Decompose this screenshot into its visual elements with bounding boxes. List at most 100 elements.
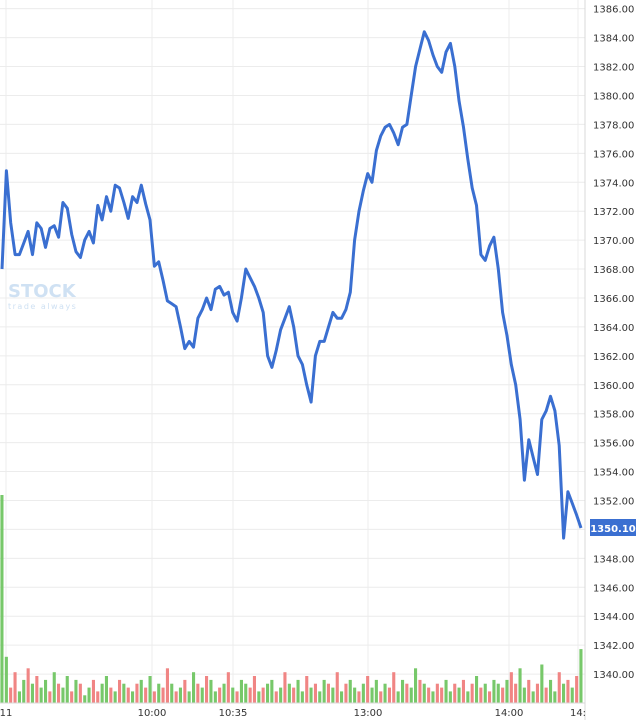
volume-bar [505, 679, 509, 703]
price-line [0, 30, 583, 540]
volume-bar [165, 668, 169, 703]
volume-bar [148, 676, 152, 703]
volume-bar [387, 687, 391, 703]
volume-bar [479, 687, 483, 703]
volume-bar [65, 676, 69, 703]
volume-bar [109, 687, 113, 703]
volume-bar [579, 649, 583, 703]
volume-bar [4, 656, 8, 703]
volume-bar [174, 691, 178, 703]
volume-bar [113, 691, 117, 703]
volume-bar [326, 683, 330, 703]
volume-bar [178, 687, 182, 703]
volume-bar [409, 687, 413, 703]
volume-bar [488, 691, 492, 703]
volume-bar [192, 672, 196, 703]
volume-bar [562, 683, 566, 703]
volume-bar [274, 691, 278, 703]
volume-bar [374, 679, 378, 703]
volume-bar [501, 687, 505, 703]
volume-bar [292, 687, 296, 703]
y-tick-label: 1346.00 [593, 583, 634, 594]
volume-bar [527, 679, 531, 703]
volume-bar [157, 683, 161, 703]
volume-bar [44, 679, 48, 703]
volume-bar [17, 691, 21, 703]
volume-bar [514, 683, 518, 703]
volume-bar [244, 683, 248, 703]
last-price-badge-bg [590, 519, 636, 536]
y-tick-label: 1372.00 [593, 207, 634, 218]
x-axis: 11 10:00 10:35 13:00 14:00 14: [0, 702, 586, 719]
y-tick-label: 1386.00 [593, 5, 634, 16]
x-tick-label: 14: [570, 708, 586, 719]
volume-bar [466, 691, 470, 703]
volume-bar [470, 683, 474, 703]
volume-bar [283, 672, 287, 703]
volume-bar [383, 683, 387, 703]
volume-bar [30, 683, 34, 703]
volume-bar [135, 683, 139, 703]
volume-bar [557, 672, 561, 703]
volume-bar [431, 691, 435, 703]
volume-bar [418, 679, 422, 703]
volume-bar [544, 687, 548, 703]
volume-bar [448, 691, 452, 703]
watermark-tagline: trade always [8, 302, 77, 311]
volume-bar [35, 676, 39, 703]
volume-bar [226, 672, 230, 703]
volume-bar [87, 687, 91, 703]
volume-bar [492, 679, 496, 703]
volume-bar [496, 683, 500, 703]
y-tick-label: 1380.00 [593, 91, 634, 102]
y-tick-label: 1352.00 [593, 496, 634, 507]
volume-bar [575, 676, 579, 703]
price-series [0, 30, 583, 540]
volume-bars [0, 495, 583, 703]
volume-bar [213, 691, 217, 703]
y-tick-label: 1340.00 [593, 670, 634, 681]
y-tick-label: 1348.00 [593, 554, 634, 565]
volume-bar [83, 695, 87, 703]
volume-bar [39, 687, 43, 703]
volume-bar [522, 687, 526, 703]
volume-bar [401, 679, 405, 703]
volume-bar [370, 687, 374, 703]
y-tick-label: 1374.00 [593, 178, 634, 189]
volume-bar [440, 687, 444, 703]
volume-bar [218, 687, 222, 703]
y-tick-label: 1356.00 [593, 439, 634, 450]
volume-bar [139, 679, 143, 703]
y-tick-label: 1382.00 [593, 63, 634, 74]
volume-bar [475, 676, 479, 703]
volume-bar [461, 679, 465, 703]
volume-bar [549, 679, 553, 703]
volume-bar [553, 691, 557, 703]
volume-bar [427, 687, 431, 703]
volume-bar [348, 679, 352, 703]
x-tick-label: 13:00 [354, 708, 383, 719]
volume-bar [252, 676, 256, 703]
y-tick-label: 1362.00 [593, 352, 634, 363]
volume-bar [231, 687, 235, 703]
volume-bar [331, 687, 335, 703]
volume-bar [78, 683, 82, 703]
y-tick-label: 1370.00 [593, 236, 634, 247]
volume-bar [100, 683, 104, 703]
x-tick-label: 14:00 [495, 708, 524, 719]
y-tick-label: 1376.00 [593, 149, 634, 160]
x-tick-label: 11 [0, 708, 12, 719]
volume-bar [335, 672, 339, 703]
volume-bar [126, 687, 130, 703]
volume-bar [322, 679, 326, 703]
volume-bar [305, 676, 309, 703]
volume-bar [96, 691, 100, 703]
volume-bar [196, 683, 200, 703]
x-tick-label: 10:35 [219, 708, 248, 719]
y-tick-label: 1378.00 [593, 120, 634, 131]
volume-bar [22, 679, 26, 703]
volume-bar [222, 683, 226, 703]
last-price-label: 1350.10 [590, 524, 636, 535]
